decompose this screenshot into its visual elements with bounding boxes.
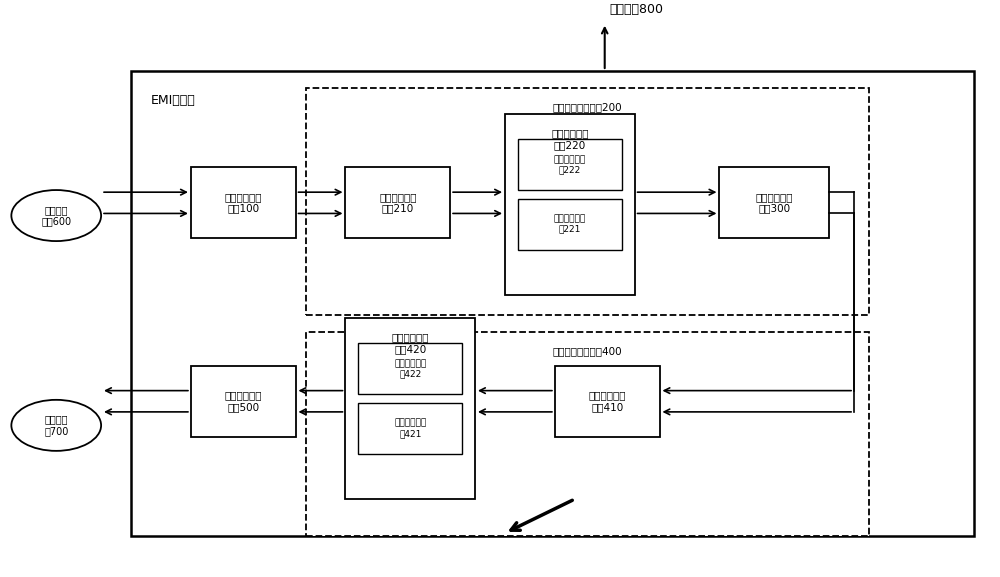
Bar [191,366,296,437]
Text: 第一容性子单
元221: 第一容性子单 元221 [554,215,586,234]
Bar [306,88,869,315]
Text: 第二电感组合
单元410: 第二电感组合 单元410 [588,391,626,412]
Bar [505,114,635,295]
Bar [358,403,462,454]
Text: 第三容性子单
元421: 第三容性子单 元421 [394,418,426,438]
Text: 第一电感组合
单元210: 第一电感组合 单元210 [379,192,417,213]
Bar [555,366,660,437]
Text: 一级共模抑制模块200: 一级共模抑制模块200 [552,102,622,112]
Bar [131,71,974,536]
Bar [518,139,622,190]
Text: 第一电容组合
单元220: 第一电容组合 单元220 [551,128,589,150]
Bar [306,332,869,536]
Text: 一级差模抑制
模块100: 一级差模抑制 模块100 [224,192,262,213]
Text: 二级差模抑制
模块300: 二级差模抑制 模块300 [755,192,793,213]
Text: 金属外壳800: 金属外壳800 [610,3,664,16]
Text: 干扰源发
生端600: 干扰源发 生端600 [41,205,71,226]
Bar [345,167,450,238]
Text: EMI滤波器: EMI滤波器 [151,93,196,107]
Bar [518,198,622,250]
Text: 第二容性子单
元222: 第二容性子单 元222 [554,155,586,174]
Text: 第四容性子单
元422: 第四容性子单 元422 [394,359,426,379]
Text: 三级差模抑制
模块500: 三级差模抑制 模块500 [224,391,262,412]
Bar [345,317,475,499]
Bar [191,167,296,238]
Bar [358,343,462,394]
Text: 直流电源
端700: 直流电源 端700 [44,414,68,436]
Text: 第二电容组合
单元420: 第二电容组合 单元420 [392,332,429,354]
Bar [719,167,829,238]
Text: 二级共模抑制模块400: 二级共模抑制模块400 [552,346,622,356]
